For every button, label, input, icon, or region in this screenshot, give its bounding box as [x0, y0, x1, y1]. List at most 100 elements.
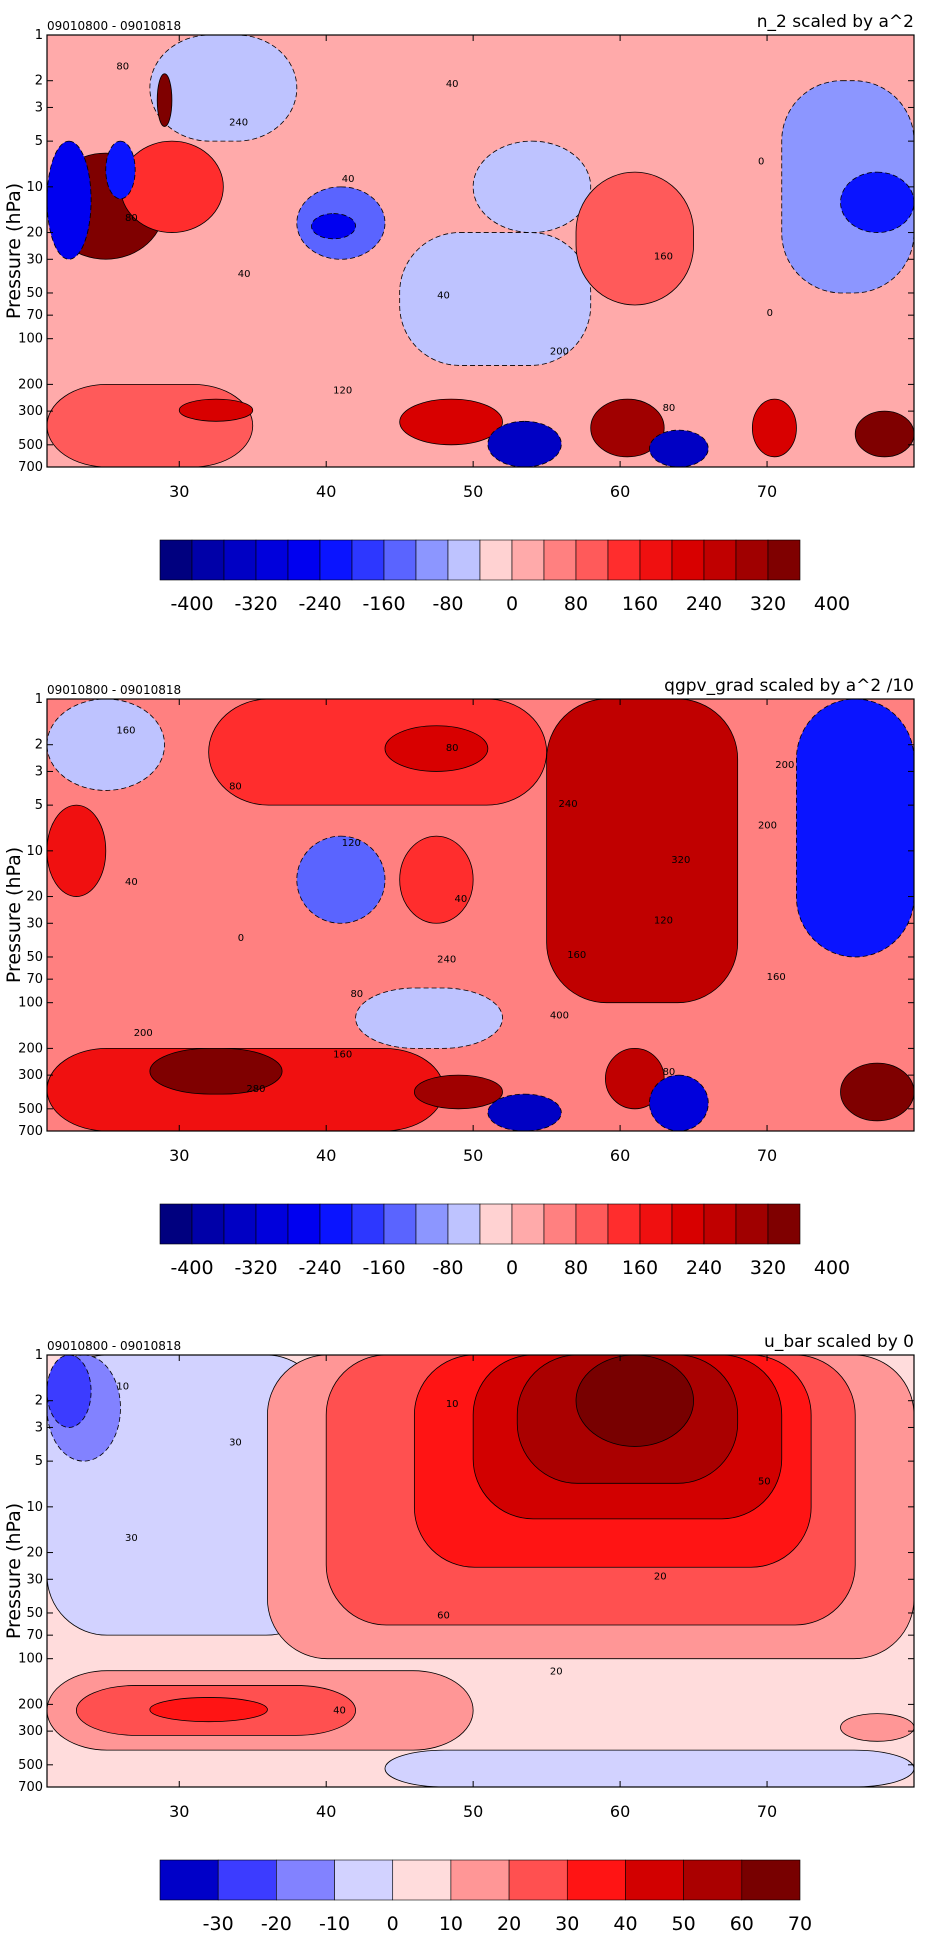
contour-label: 200	[775, 760, 794, 771]
colorbar-tick-label: -80	[432, 1257, 463, 1279]
colorbar-bin	[511, 539, 545, 581]
contour-region	[575, 171, 694, 306]
contour-region	[840, 171, 914, 233]
contour-region	[47, 804, 107, 897]
date-range: 09010800 - 09010818	[47, 19, 181, 33]
contour-label: 20	[654, 1572, 667, 1583]
contour-label: 80	[125, 213, 138, 224]
contour-region	[399, 398, 503, 446]
colorbar-tick-label: -30	[203, 1913, 234, 1935]
contour-label: 30	[229, 1438, 242, 1449]
y-tick-label: 100	[18, 332, 43, 347]
contour-region	[47, 699, 165, 791]
contour-fill-group: 80 40 0 120 160 240 200 80 40 0 40 80 40	[47, 35, 914, 467]
chart-title: n_2 scaled by a^2	[757, 12, 914, 32]
date-range: 09010800 - 09010818	[47, 1339, 181, 1353]
colorbar: -400 -320 -240 -160 -80 0 80 160 240 320 400	[159, 1203, 850, 1279]
y-tick-label: 3	[35, 1420, 43, 1435]
y-tick-label: 50	[26, 286, 43, 301]
contour-label: 40	[342, 174, 355, 185]
contour-region	[47, 140, 92, 260]
y-tick-label: 70	[26, 972, 43, 987]
date-range: 09010800 - 09010818	[47, 683, 181, 697]
colorbar-bin	[671, 539, 705, 581]
colorbar-bin	[511, 1203, 545, 1245]
y-tick-label: 100	[18, 996, 43, 1011]
colorbar-tick-label: 240	[686, 1257, 722, 1279]
colorbar-tick-label: 80	[564, 593, 588, 615]
contour-region	[208, 699, 548, 806]
contour-region	[399, 835, 474, 924]
colorbar-bin	[191, 539, 225, 581]
colorbar-bin	[223, 1203, 257, 1245]
contour-label: 120	[654, 916, 673, 927]
y-tick-label: 10	[26, 180, 43, 195]
colorbar-bin	[566, 1859, 626, 1901]
contour-region	[399, 232, 592, 366]
y-tick-label: 50	[26, 950, 43, 965]
chart-svg: 09010800 - 09010818 n_2 scaled by a^2 80 40…	[3, 12, 915, 615]
contour-region	[472, 140, 592, 233]
contour-label: 120	[342, 838, 361, 849]
colorbar-tick-label: -80	[432, 593, 463, 615]
x-tick-label: 60	[610, 482, 630, 501]
contour-fill-group: 160 240 200 160 120 80 400 40 80 160 120 80 0 240 200 4…	[47, 699, 914, 1131]
contour-region	[47, 384, 254, 467]
y-tick-label: 700	[18, 460, 43, 475]
y-tick-label: 5	[35, 798, 43, 813]
colorbar-bin	[191, 1203, 225, 1245]
contour-region	[105, 140, 136, 200]
contour-region	[575, 1355, 694, 1447]
colorbar-bin	[319, 539, 353, 581]
y-tick-label: 5	[35, 1454, 43, 1469]
contour-region	[47, 1355, 92, 1428]
y-tick-label: 700	[18, 1124, 43, 1139]
x-tick-label: 40	[316, 482, 336, 501]
contour-label: 160	[567, 950, 586, 961]
contour-label: 60	[437, 1611, 450, 1622]
y-tick-label: 10	[26, 1500, 43, 1515]
y-tick-label: 300	[18, 1068, 43, 1083]
x-tick-label: 70	[757, 482, 777, 501]
colorbar-bin	[735, 1203, 769, 1245]
colorbar-bin	[276, 1859, 335, 1901]
y-axis-label: Pressure (hPa)	[3, 1503, 25, 1639]
y-tick-label: 100	[18, 1652, 43, 1667]
y-tick-label: 1	[35, 28, 43, 43]
colorbar: -400 -320 -240 -160 -80 0 80 160 240 320 400	[159, 539, 850, 615]
contour-fill-group: 10 60 50 40 20 30 20 30 10	[47, 1355, 914, 1787]
colorbar-bin	[255, 1203, 289, 1245]
x-tick-label: 50	[463, 1802, 483, 1821]
contour-region	[854, 410, 914, 458]
contour-region	[156, 73, 173, 127]
colorbar-tick-label: -10	[319, 1913, 350, 1935]
y-tick-label: 30	[26, 916, 43, 931]
contour-region	[178, 398, 254, 422]
panel-n2: 09010800 - 09010818 n_2 scaled by a^2 80 40…	[0, 0, 930, 622]
contour-label: 0	[758, 157, 764, 168]
y-tick-label: 70	[26, 1628, 43, 1643]
contour-label: 40	[238, 269, 251, 280]
colorbar-bin	[639, 1203, 673, 1245]
contour-label: 10	[116, 1382, 129, 1393]
contour-label: 40	[333, 1706, 346, 1717]
colorbar-bin	[351, 539, 385, 581]
y-tick-label: 200	[18, 1041, 43, 1056]
x-tick-label: 70	[757, 1802, 777, 1821]
colorbar-tick-label: 240	[686, 593, 722, 615]
colorbar-tick-label: 30	[555, 1913, 579, 1935]
contour-region	[840, 1062, 914, 1122]
contour-label: 10	[446, 1399, 459, 1410]
contour-label: 160	[767, 972, 786, 983]
colorbar-tick-label: 0	[506, 593, 518, 615]
contour-label: 40	[125, 877, 138, 888]
contour-label: 0	[767, 308, 773, 319]
colorbar-bin	[543, 1203, 577, 1245]
colorbar-bin	[575, 539, 609, 581]
y-tick-label: 500	[18, 1758, 43, 1773]
y-tick-label: 30	[26, 252, 43, 267]
colorbar-tick-label: -320	[234, 1257, 277, 1279]
y-tick-label: 3	[35, 764, 43, 779]
colorbar-bin	[767, 1203, 801, 1245]
contour-label: 40	[437, 291, 450, 302]
